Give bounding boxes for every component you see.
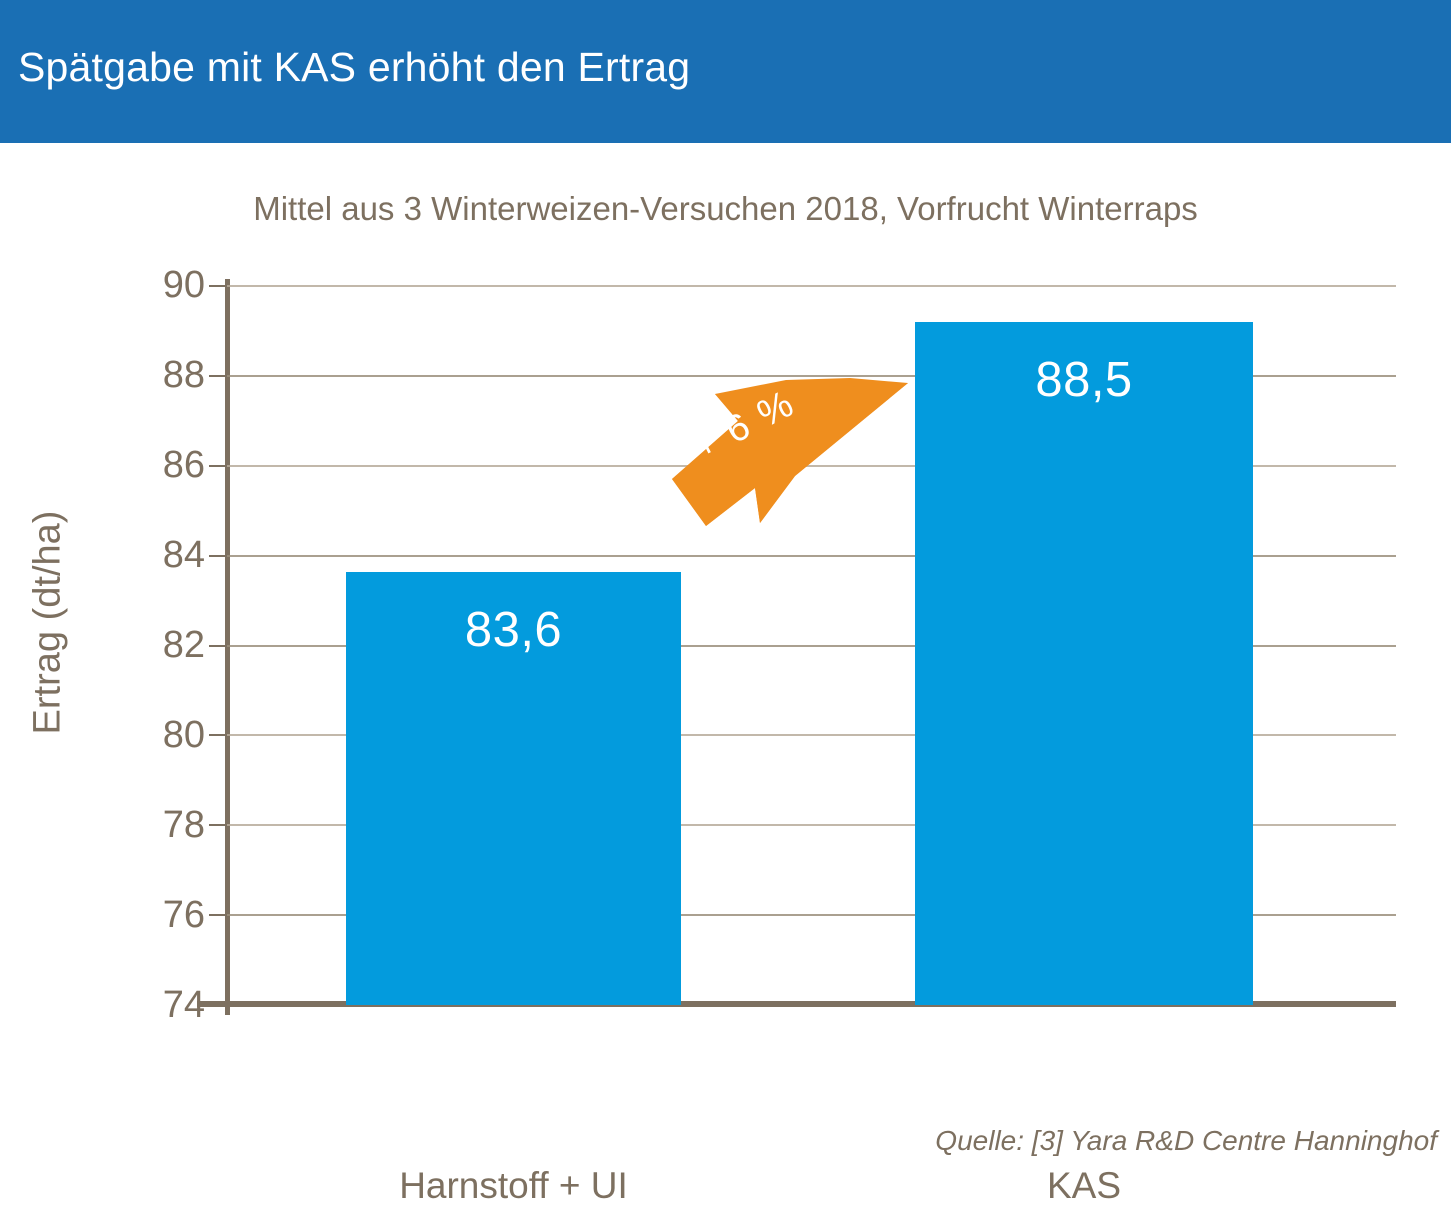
- bar-kas[interactable]: 88,5: [915, 322, 1253, 1005]
- header-band: Spätgabe mit KAS erhöht den Ertrag: [0, 0, 1451, 143]
- tick-76: [209, 914, 225, 916]
- chart-subtitle: Mittel aus 3 Winterweizen-Versuchen 2018…: [253, 190, 1198, 227]
- gridline-78: [227, 824, 1396, 826]
- source-note: Quelle: [3] Yara R&D Centre Hanninghof: [935, 1125, 1437, 1156]
- page-title: Spätgabe mit KAS erhöht den Ertrag: [18, 44, 691, 90]
- plot-area: 83,6 88,5 Harnstoff + UI KAS: [209, 285, 1396, 1206]
- bar-harnstoff-ui[interactable]: 83,6: [346, 572, 681, 1005]
- y-tick-label-84: 84: [162, 534, 205, 576]
- y-axis-title: Ertrag (dt/ha): [26, 510, 69, 735]
- y-axis-tick-labels: 90 88 86 84 82 80 78 76 74: [80, 266, 205, 1024]
- gridline-82: [227, 645, 1396, 647]
- x-tick-label-harnstoff-ui: Harnstoff + UI: [399, 1165, 628, 1206]
- gridline-88: [227, 375, 1396, 377]
- tick-78: [209, 824, 225, 826]
- y-tick-label-82: 82: [162, 624, 205, 666]
- y-axis-line: [225, 279, 230, 1015]
- y-tick-label-88: 88: [162, 354, 205, 396]
- y-tick-label-78: 78: [162, 804, 205, 846]
- bar-value-harnstoff-ui: 83,6: [464, 603, 563, 657]
- y-tick-label-80: 80: [162, 714, 205, 756]
- gridline-76: [227, 914, 1396, 916]
- tick-90: [209, 285, 225, 287]
- y-tick-label-86: 86: [162, 444, 205, 486]
- tick-74: [209, 1001, 225, 1003]
- gridline-80: [227, 734, 1396, 736]
- x-tick-label-kas: KAS: [1046, 1165, 1122, 1206]
- tick-80: [209, 734, 225, 736]
- chart-region: Mittel aus 3 Winterweizen-Versuchen 2018…: [0, 143, 1451, 1206]
- y-tick-label-74: 74: [162, 984, 205, 1026]
- x-axis-line: [197, 1001, 1396, 1007]
- tick-86: [209, 465, 225, 467]
- tick-88: [209, 375, 225, 377]
- gridline-84: [227, 555, 1396, 557]
- tick-84: [209, 555, 225, 557]
- y-tick-label-76: 76: [162, 894, 205, 936]
- bar-value-kas: 88,5: [1035, 353, 1133, 407]
- tick-82: [209, 645, 225, 647]
- gridline-90: [227, 285, 1396, 287]
- y-tick-label-90: 90: [162, 264, 205, 306]
